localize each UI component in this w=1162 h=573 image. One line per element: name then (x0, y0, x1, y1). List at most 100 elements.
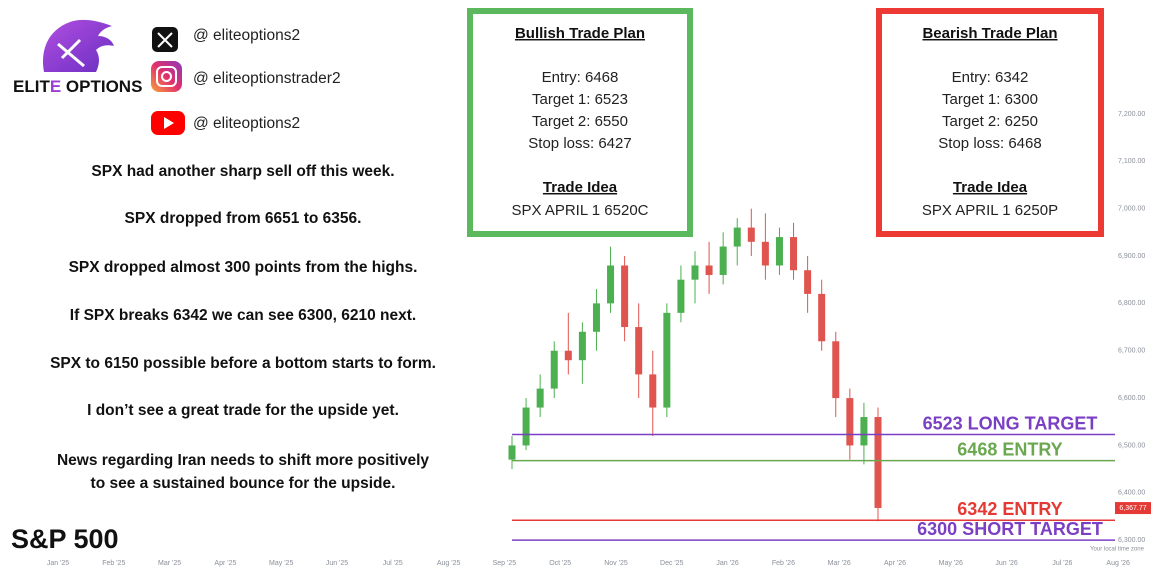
plan-line: Target 1: 6523 (532, 91, 628, 108)
y-tick-label: 6,900.00 (1118, 253, 1145, 260)
x-tick-label: Oct '25 (549, 560, 571, 567)
candle-body (860, 417, 868, 446)
y-tick-label: 7,200.00 (1118, 111, 1145, 118)
y-tick-label: 7,100.00 (1118, 158, 1145, 165)
paragraph: to see a sustained bounce for the upside… (91, 475, 396, 492)
x-tick-label: Feb '25 (102, 560, 125, 567)
y-tick-label: 6,600.00 (1118, 395, 1145, 402)
candle-body (635, 327, 643, 375)
candle-body (874, 417, 882, 508)
timezone-note: Your local time zone (1090, 547, 1144, 553)
candle-body (733, 227, 741, 247)
x-tick-label: Feb '26 (772, 560, 795, 567)
candle-body (775, 237, 783, 266)
idea: SPX APRIL 1 6250P (922, 202, 1058, 219)
idea: SPX APRIL 1 6520C (511, 202, 648, 219)
logo (43, 19, 114, 73)
candle-body (804, 270, 812, 294)
instagram-icon (151, 61, 182, 92)
candle-body (677, 279, 685, 313)
x-tick-label: Jun '26 (995, 560, 1017, 567)
candle-body (818, 293, 826, 342)
bullish-box (467, 8, 693, 237)
social-handle: @ eliteoptions2 (193, 27, 300, 44)
youtube-icon (151, 111, 185, 135)
candle-body (607, 265, 615, 304)
paragraph: I don’t see a great trade for the upside… (87, 402, 399, 419)
social-handle: @ eliteoptionstrader2 (193, 70, 341, 87)
candle-body (719, 246, 727, 275)
y-tick-label: 7,000.00 (1118, 206, 1145, 213)
plan-line: Stop loss: 6468 (938, 135, 1041, 152)
x-tick-label: Apr '26 (884, 560, 906, 567)
candle-body (649, 374, 657, 408)
plan-title: Bullish Trade Plan (515, 25, 645, 42)
plan-line: Target 2: 6550 (532, 113, 628, 130)
idea-title: Trade Idea (543, 179, 618, 196)
x-tick-label: Jul '25 (383, 560, 403, 567)
x-tick-label: Aug '26 (1106, 560, 1130, 567)
candle-body (846, 398, 854, 446)
x-tick-label: Mar '25 (158, 560, 181, 567)
y-tick-label: 6,800.00 (1118, 300, 1145, 307)
x-tick-label: Dec '25 (660, 560, 684, 567)
plan-line: Target 2: 6250 (942, 113, 1038, 130)
x-tick-label: Mar '26 (828, 560, 851, 567)
plan-title: Bearish Trade Plan (922, 25, 1057, 42)
plan-line: Stop loss: 6427 (528, 135, 631, 152)
candle-body (705, 265, 713, 275)
y-tick-label: 6,500.00 (1118, 442, 1145, 449)
x-tick-label: Sep '25 (493, 560, 517, 567)
x-tick-label: Jul '26 (1052, 560, 1072, 567)
candle-body (747, 227, 755, 242)
plan-line: Entry: 6468 (542, 69, 619, 86)
x-tick-label: Apr '25 (214, 560, 236, 567)
paragraph: News regarding Iran needs to shift more … (57, 452, 429, 469)
y-tick-label: 6,700.00 (1118, 348, 1145, 355)
x-icon (152, 27, 178, 52)
candle-body (550, 350, 558, 389)
plan-line: Target 1: 6300 (942, 91, 1038, 108)
level-label: 6342 ENTRY (957, 499, 1062, 519)
price-tag (1115, 502, 1151, 515)
text-layer: @ eliteoptions2 @ eliteoptionstrader2 @ el… (11, 25, 1058, 554)
plan-line: Entry: 6342 (952, 69, 1029, 86)
idea-title: Trade Idea (953, 179, 1028, 196)
x-tick-label: May '26 (939, 560, 963, 567)
paragraph: SPX dropped from 6651 to 6356. (125, 210, 362, 227)
candle-body (663, 312, 671, 408)
x-tick-label: Nov '25 (604, 560, 628, 567)
candle-body (621, 265, 629, 328)
paragraph: If SPX breaks 6342 we can see 6300, 6210… (70, 307, 416, 324)
paragraph: SPX had another sharp sell off this week… (91, 163, 394, 180)
bearish-box (876, 8, 1104, 237)
level-label: 6523 LONG TARGET (923, 413, 1098, 433)
candle-body (832, 341, 840, 399)
candle-body (536, 388, 544, 408)
x-tick-label: May '25 (269, 560, 293, 567)
level-label: 6468 ENTRY (957, 439, 1062, 459)
paragraph: SPX to 6150 possible before a bottom sta… (50, 355, 436, 372)
chart: 6,300.00 6,400.00 6,500.00 6,600.00 6,700.00… (47, 111, 1151, 567)
y-tick-label: 6,300.00 (1118, 537, 1145, 544)
x-tick-label: Jan '26 (716, 560, 738, 567)
brand: ELITE OPTIONS (13, 77, 142, 96)
x-tick-label: Jan '25 (47, 560, 69, 567)
price-tag-label: 6,367.77 (1119, 505, 1146, 512)
candle-body (691, 265, 699, 280)
candle-body (592, 303, 600, 332)
x-tick-label: Jun '25 (326, 560, 348, 567)
level-label: 6300 SHORT TARGET (917, 519, 1103, 539)
candle-body (508, 445, 516, 460)
candle-body (564, 350, 572, 361)
paragraph: SPX dropped almost 300 points from the h… (69, 259, 418, 276)
candle-body (522, 407, 530, 446)
x-tick-label: Aug '25 (437, 560, 461, 567)
candle-body (761, 241, 769, 266)
candle-body (578, 331, 586, 361)
candle-body (790, 237, 798, 271)
footer-title: S&P 500 (11, 524, 119, 554)
y-tick-label: 6,400.00 (1118, 490, 1145, 497)
social-handle: @ eliteoptions2 (193, 115, 300, 132)
